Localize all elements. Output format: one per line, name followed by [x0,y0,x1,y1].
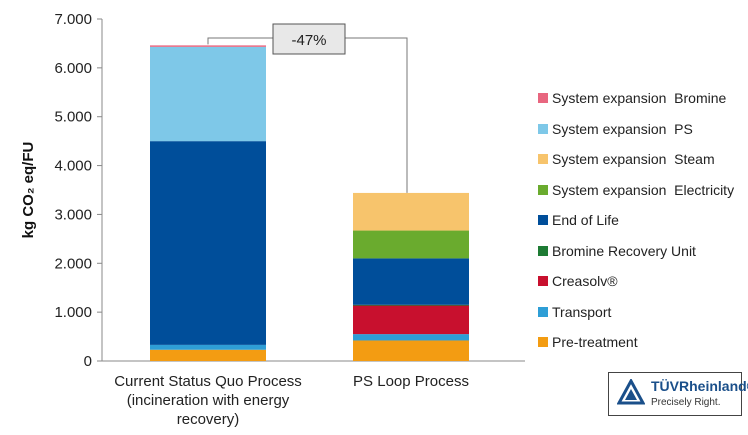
bar-segment [150,46,266,142]
tuv-rheinland-logo: TÜVRheinland® Precisely Right. [608,372,748,416]
logo-tagline: Precisely Right. [651,397,721,408]
legend-item: System expansion Steam [538,149,715,169]
triangle-logo-icon [617,379,645,405]
y-axis-label: kg CO₂ eq/FU [20,142,37,239]
legend-swatch [538,123,548,134]
legend-swatch [538,276,548,286]
legend-item: Pre-treatment [538,332,638,352]
legend-item: Bromine Recovery Unit [538,241,696,261]
y-tick-label: 3.000 [54,206,92,223]
bar-segment [150,349,266,361]
bar-segment [150,45,266,47]
legend-item: Creasolv® [538,271,618,291]
legend-label: System expansion Bromine [552,90,727,106]
legend-swatch [538,93,548,103]
bar-segment [150,141,266,345]
legend-label: Creasolv® [552,273,618,289]
bar-segment [353,192,469,231]
legend-swatch [538,337,548,347]
y-tick-label: 2.000 [54,255,92,272]
reduction-annotation: -47% [207,23,408,193]
legend-label: Pre-treatment [552,334,638,350]
annotation-label: -47% [291,32,326,49]
bar-segment [353,230,469,259]
bar-segment [353,258,469,305]
legend-label: End of Life [552,212,619,228]
bar-segment [353,340,469,361]
category-label: PS Loop Process [353,373,469,390]
legend-label: System expansion Electricity [552,181,735,198]
legend-item: System expansion PS [538,119,693,139]
legend-swatch [538,184,548,195]
y-tick-label: 6.000 [54,60,92,77]
y-tick-label: 5.000 [54,109,92,126]
y-tick-label: 4.000 [54,158,92,175]
legend-label: Bromine Recovery Unit [552,242,696,259]
annotation-box [272,23,346,55]
logo-name: TÜVRheinland® [651,378,748,394]
legend-swatch [538,154,548,164]
legend-swatch [538,306,548,317]
legend-swatch [538,245,548,256]
bars [150,45,469,361]
legend-item: System expansion Bromine [538,88,726,108]
y-tick-label: 1.000 [54,304,92,321]
category-labels: Current Status Quo Process (incineration … [114,373,469,428]
bar-segment [353,334,469,341]
legend-label: System expansion Steam [552,151,715,167]
category-label: recovery) [177,411,240,428]
bar-segment [353,304,469,306]
legend-item: End of Life [538,210,619,230]
axes: 0 1.000 2.000 3.000 4.000 5.000 6.000 7.000 kg C… [20,11,525,370]
legend-item: Transport [538,302,611,322]
category-label: (incineration with energy [127,392,290,409]
y-tick-label: 0 [84,353,92,370]
legend-label: System expansion PS [552,120,693,137]
y-tick-label: 7.000 [54,11,92,28]
bar-segment [150,344,266,350]
legend-label: Transport [552,303,612,320]
legend-swatch [538,215,548,225]
category-label: Current Status Quo Process [114,373,302,390]
bar-segment [353,305,469,335]
legend-item: System expansion Electricity [538,180,734,200]
